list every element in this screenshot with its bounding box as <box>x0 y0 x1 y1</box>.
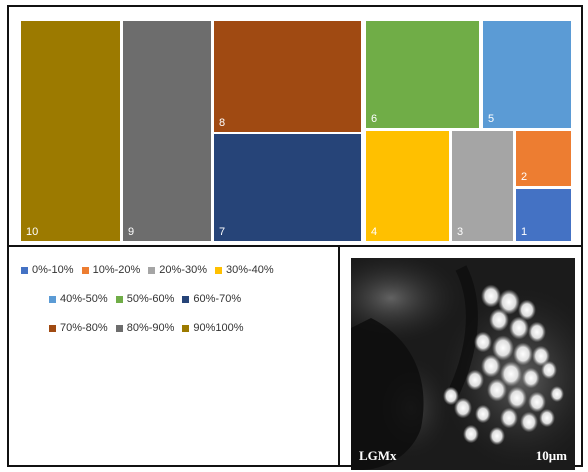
nucleus-spot <box>509 316 529 340</box>
legend-item: 70%-80% <box>49 322 108 334</box>
treemap-cell-7 <box>214 134 361 241</box>
micrograph-sample-label: LGMx <box>359 448 397 463</box>
nucleus-spot <box>550 385 564 403</box>
legend-swatch <box>21 266 28 274</box>
treemap-cell-label-4: 4 <box>371 226 377 238</box>
nucleus-spot <box>513 342 533 366</box>
legend-label: 60%-70% <box>193 293 242 305</box>
nucleus-spot <box>507 386 527 410</box>
legend-item: 50%-60% <box>115 293 175 305</box>
nucleus-spot <box>520 411 538 433</box>
treemap-cell-9 <box>123 21 211 241</box>
legend-swatch <box>81 266 89 274</box>
treemap-cell-label-9: 9 <box>128 226 134 238</box>
treemap-cell-5 <box>483 21 571 128</box>
treemap-cell-label-2: 2 <box>521 171 527 183</box>
nucleus-spot <box>443 386 459 406</box>
micrograph-image: LGMx 10μm <box>351 258 575 470</box>
legend-swatch <box>148 266 156 274</box>
treemap-cell-8 <box>214 21 361 132</box>
legend-row: 0%-10% 10%-20% 20%-30% 30%-40% <box>21 262 331 278</box>
nucleus-spot <box>492 335 514 361</box>
nucleus-spot <box>454 397 472 419</box>
legend-item: 20%-30% <box>148 264 207 276</box>
legend-item: 80%-90% <box>115 322 175 334</box>
legend-swatch <box>182 295 190 303</box>
nucleus-spot <box>489 426 505 446</box>
nucleus-spot <box>498 289 520 315</box>
treemap-cell-label-6: 6 <box>371 113 377 125</box>
nucleus-spot <box>528 391 546 413</box>
nucleus-spot <box>532 345 550 367</box>
treemap-cell-1 <box>516 189 571 241</box>
nucleus-spot <box>463 424 479 444</box>
scale-bar-label: 10μm <box>535 448 567 463</box>
nucleus-spot <box>475 404 491 424</box>
nucleus-spot <box>466 369 484 391</box>
legend-item: 90%100% <box>182 322 244 334</box>
treemap-cell-label-10: 10 <box>26 226 38 238</box>
horizontal-divider <box>9 245 581 247</box>
legend-label: 20%-30% <box>159 264 207 276</box>
treemap-cell-label-1: 1 <box>521 226 527 238</box>
nucleus-spot <box>481 284 501 308</box>
chart-legend: 0%-10% 10%-20% 20%-30% 30%-40% 40%-50% 50%-60… <box>21 262 331 349</box>
legend-label: 0%-10% <box>32 264 74 276</box>
micrograph-texture <box>351 258 575 470</box>
legend-label: 50%-60% <box>126 293 175 305</box>
legend-item: 60%-70% <box>182 293 241 305</box>
treemap-cell-label-3: 3 <box>457 226 463 238</box>
treemap-cell-4 <box>366 131 449 241</box>
treemap-cell-label-5: 5 <box>488 113 494 125</box>
nucleus-spot <box>539 408 555 428</box>
treemap-cell-3 <box>452 131 513 241</box>
treemap-cell-2 <box>516 131 571 186</box>
legend-item: 10%-20% <box>81 264 141 276</box>
legend-label: 10%-20% <box>92 264 141 276</box>
nucleus-spot <box>500 361 522 387</box>
nucleus-spot <box>522 367 540 389</box>
nucleus-spot <box>528 321 546 343</box>
legend-row: 70%-80% 80%-90% 90%100% <box>21 320 331 336</box>
nucleus-spot <box>481 354 501 378</box>
legend-item: 0%-10% <box>21 264 74 276</box>
legend-label: 30%-40% <box>225 264 274 276</box>
nucleus-spot <box>487 378 507 402</box>
treemap-chart: 10 9 8 7 6 5 4 3 2 1 <box>21 21 571 241</box>
treemap-cell-10 <box>21 21 120 241</box>
treemap-cell-label-7: 7 <box>219 226 225 238</box>
legend-swatch <box>182 324 190 332</box>
legend-swatch <box>115 324 123 332</box>
legend-swatch <box>49 324 56 332</box>
legend-label: 40%-50% <box>60 293 108 305</box>
treemap-cell-label-8: 8 <box>219 117 225 129</box>
legend-label: 90%100% <box>193 322 244 334</box>
legend-swatch <box>115 295 123 303</box>
legend-item: 30%-40% <box>214 264 274 276</box>
legend-item: 40%-50% <box>49 293 108 305</box>
nucleus-spot <box>489 308 509 332</box>
legend-label: 80%-90% <box>126 322 175 334</box>
treemap-cell-6 <box>366 21 479 128</box>
nucleus-spot <box>541 360 557 380</box>
legend-swatch <box>49 295 56 303</box>
nucleus-spot <box>518 299 536 321</box>
nucleus-spot <box>500 407 518 429</box>
vertical-divider <box>338 247 340 465</box>
figure-frame: 10 9 8 7 6 5 4 3 2 1 0%-10% 10%-20% 20%-30% 30%-40% 4… <box>7 5 583 470</box>
nucleus-spot <box>474 331 492 353</box>
legend-label: 70%-80% <box>60 322 108 334</box>
legend-row: 40%-50% 50%-60% 60%-70% <box>21 291 331 307</box>
legend-swatch <box>214 266 222 274</box>
